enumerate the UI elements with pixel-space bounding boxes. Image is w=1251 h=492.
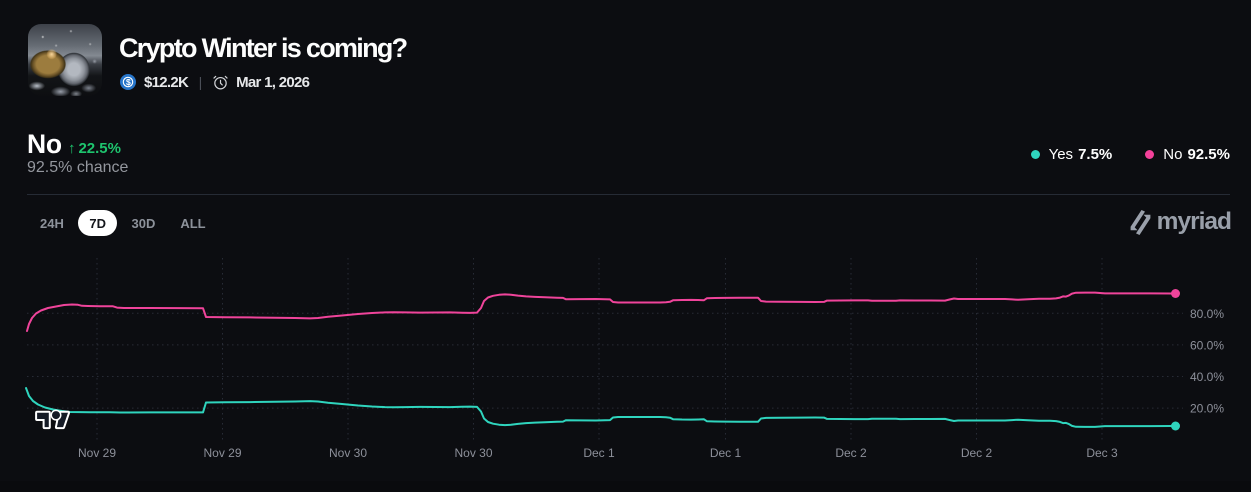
svg-text:Dec 2: Dec 2: [835, 446, 867, 460]
svg-text:Dec 1: Dec 1: [583, 446, 615, 460]
svg-text:Dec 2: Dec 2: [961, 446, 993, 460]
svg-text:Dec 1: Dec 1: [710, 446, 742, 460]
svg-text:Nov 29: Nov 29: [203, 446, 241, 460]
svg-text:$: $: [126, 77, 131, 87]
svg-text:Nov 30: Nov 30: [329, 446, 367, 460]
svg-text:60.0%: 60.0%: [1190, 338, 1224, 352]
svg-text:80.0%: 80.0%: [1190, 307, 1224, 321]
svg-text:Nov 30: Nov 30: [454, 446, 492, 460]
svg-text:Nov 29: Nov 29: [78, 446, 116, 460]
svg-text:20.0%: 20.0%: [1190, 402, 1224, 416]
svg-text:Dec 3: Dec 3: [1086, 446, 1118, 460]
svg-text:40.0%: 40.0%: [1190, 370, 1224, 384]
